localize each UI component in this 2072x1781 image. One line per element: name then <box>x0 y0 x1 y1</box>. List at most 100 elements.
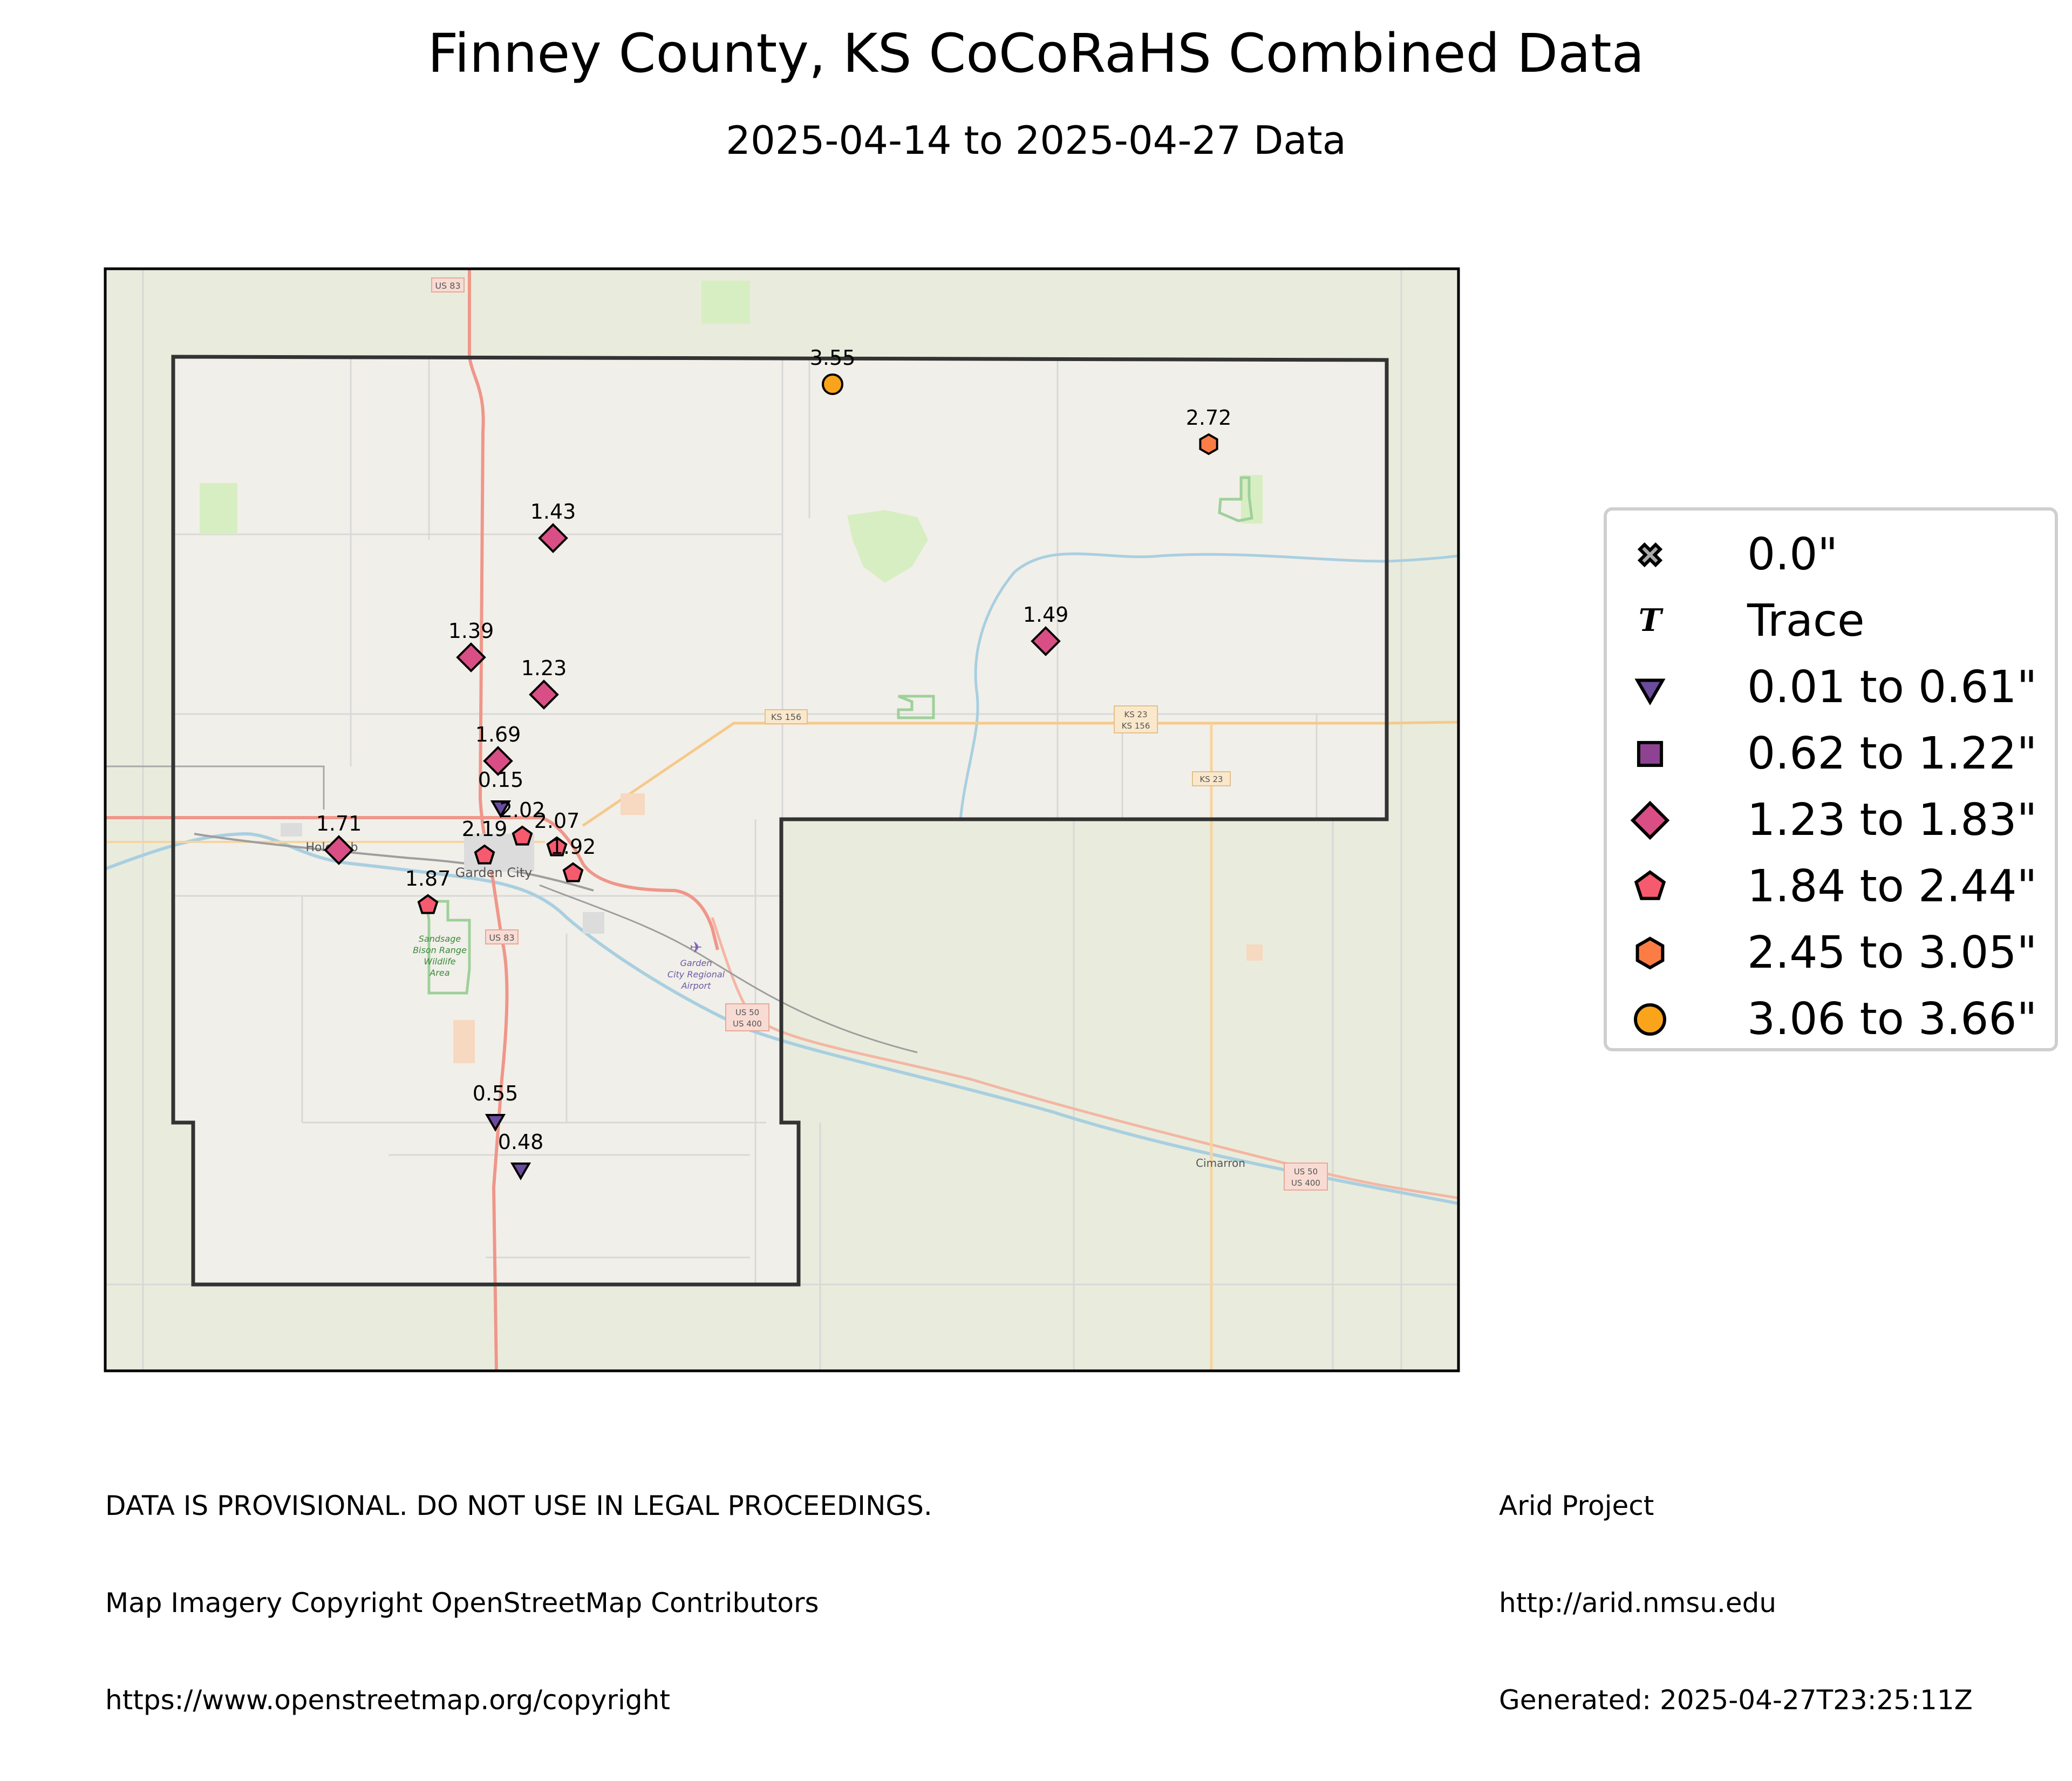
station-value-label: 3.55 <box>810 346 856 370</box>
station-marker: 1.87 <box>405 867 451 914</box>
legend-label: 2.45 to 3.05" <box>1747 927 2037 978</box>
station-marker: 2.07 <box>534 809 580 856</box>
station-value-label: 1.71 <box>316 812 362 835</box>
legend-label: Trace <box>1747 595 1865 647</box>
svg-text:US 50: US 50 <box>735 1008 759 1017</box>
svg-text:KS 23: KS 23 <box>1124 710 1147 719</box>
svg-text:Garden: Garden <box>680 958 712 968</box>
footer-credits: Arid Project http://arid.nmsu.edu Genera… <box>1499 1425 1973 1781</box>
legend-item: 0.62 to 1.22" <box>1607 722 2055 786</box>
legend-item: 2.45 to 3.05" <box>1607 921 2055 985</box>
station-value-label: 1.49 <box>1023 603 1069 627</box>
station-marker: 2.19 <box>462 817 508 865</box>
legend-label: 0.0" <box>1747 529 1838 580</box>
circle-icon <box>1634 1003 1666 1036</box>
trace-icon: T <box>1639 602 1664 638</box>
airport-icon: ✈ <box>690 939 702 956</box>
route-shields: US 83 US 83 KS 156 KS 23 KS 156 KS 23 US… <box>431 277 1328 1191</box>
station-value-label: 1.69 <box>475 723 521 746</box>
pentagon-icon <box>1634 870 1666 900</box>
diamond-icon <box>324 835 354 865</box>
svg-text:Sandsage: Sandsage <box>419 934 461 944</box>
diamond-icon <box>456 642 486 672</box>
station-marker: 2.72 <box>1186 406 1231 456</box>
map-canvas: Garden City Holcomb Cimarron US 83 US 83… <box>104 267 1460 1372</box>
figure-subtitle: 2025-04-14 to 2025-04-27 Data <box>726 118 1346 163</box>
footer-line: Arid Project <box>1499 1490 1654 1521</box>
station-value-label: 1.92 <box>550 835 596 859</box>
legend-item: T Trace <box>1607 589 2055 654</box>
station-marker: 1.92 <box>550 835 596 882</box>
station-marker: 1.39 <box>448 619 494 672</box>
label-cimarron: Cimarron <box>1196 1157 1245 1170</box>
station-markers: 3.55 2.72 1.43 1.49 1.39 1.23 1.69 0.15 2.022.07… <box>316 346 1231 1180</box>
svg-text:US 400: US 400 <box>1291 1178 1320 1188</box>
pentagon-icon <box>474 844 495 865</box>
circle-icon <box>822 373 843 395</box>
pentagon-icon <box>562 862 584 882</box>
station-marker: 1.23 <box>521 656 567 710</box>
station-value-label: 2.07 <box>534 809 580 833</box>
station-value-label: 2.19 <box>462 817 508 841</box>
station-marker: 1.49 <box>1023 603 1069 656</box>
pentagon-icon <box>546 836 568 856</box>
roads <box>105 269 1458 1371</box>
pentagon-icon <box>417 894 439 914</box>
station-value-label: 1.23 <box>521 656 567 680</box>
footer-disclaimer: DATA IS PROVISIONAL. DO NOT USE IN LEGAL… <box>105 1425 932 1781</box>
station-marker: 1.71 <box>316 812 362 865</box>
station-value-label: 1.43 <box>530 500 576 524</box>
square-icon <box>1637 740 1664 767</box>
svg-text:T: T <box>1639 602 1664 638</box>
diamond-icon <box>538 523 568 553</box>
map-frame <box>104 267 1460 1372</box>
triangle-down-icon <box>1634 678 1666 705</box>
legend-item: 0.01 to 0.61" <box>1607 655 2055 720</box>
diamond-icon <box>1031 626 1061 656</box>
park-areas <box>200 281 1263 583</box>
svg-text:KS 156: KS 156 <box>771 712 801 722</box>
svg-text:Area: Area <box>429 968 449 978</box>
legend-label: 1.23 to 1.83" <box>1747 794 2037 846</box>
footer-line: http://arid.nmsu.edu <box>1499 1587 1777 1619</box>
figure-title: Finney County, KS CoCoRaHS Combined Data <box>427 23 1645 85</box>
triangle-down-icon <box>510 1163 531 1180</box>
footer-line: Generated: 2025-04-27T23:25:11Z <box>1499 1684 1973 1716</box>
svg-text:US 83: US 83 <box>489 933 514 943</box>
station-marker: 0.55 <box>473 1082 519 1132</box>
station-marker: 1.69 <box>475 723 521 776</box>
station-value-label: 2.02 <box>500 798 546 822</box>
legend-label: 0.62 to 1.22" <box>1747 728 2037 779</box>
triangle-down-icon <box>490 800 512 818</box>
legend-item: 1.84 to 2.44" <box>1607 854 2055 919</box>
footer-line: DATA IS PROVISIONAL. DO NOT USE IN LEGAL… <box>105 1490 932 1521</box>
pentagon-icon <box>512 825 533 846</box>
svg-text:KS 23: KS 23 <box>1199 774 1223 784</box>
hexagon-icon <box>1635 936 1665 970</box>
airport-label: ✈ Garden City Regional Airport <box>667 939 725 991</box>
legend-label: 0.01 to 0.61" <box>1747 662 2037 713</box>
svg-text:US 400: US 400 <box>733 1019 762 1029</box>
footer-line: https://www.openstreetmap.org/copyright <box>105 1684 670 1716</box>
svg-text:City Regional: City Regional <box>667 969 725 980</box>
station-marker: 3.55 <box>810 346 856 395</box>
industrial-areas <box>453 793 1263 1063</box>
station-value-label: 0.48 <box>498 1130 544 1154</box>
svg-text:Bison Range: Bison Range <box>413 945 467 955</box>
label-garden-city: Garden City <box>455 865 533 880</box>
x-icon <box>1637 542 1663 568</box>
station-marker: 0.48 <box>498 1130 544 1180</box>
station-value-label: 1.87 <box>405 867 451 890</box>
station-value-label: 0.55 <box>473 1082 519 1105</box>
station-marker: 0.15 <box>478 768 523 818</box>
wildlife-area-outline <box>425 476 1253 995</box>
svg-text:Airport: Airport <box>681 981 711 991</box>
legend-label: 1.84 to 2.44" <box>1747 861 2037 912</box>
station-value-label: 1.39 <box>448 619 494 643</box>
legend: 0.0" T Trace 0.01 to 0.61" 0.62 to 1.22" 1.23… <box>1604 507 2058 1051</box>
osm-labels: Garden City Holcomb Cimarron US 83 US 83… <box>305 277 1328 1191</box>
station-marker: 1.43 <box>530 500 576 553</box>
svg-text:Wildlife: Wildlife <box>424 956 455 967</box>
svg-text:US 50: US 50 <box>1294 1167 1318 1177</box>
pawnee-river <box>959 552 1458 820</box>
